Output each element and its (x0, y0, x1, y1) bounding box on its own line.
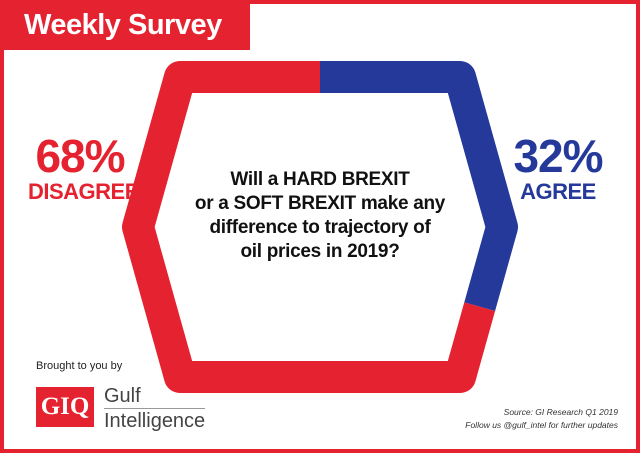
gulf-intelligence-wordmark: Gulf Intelligence (104, 384, 206, 433)
ring-segment-agree (122, 61, 518, 393)
source-text: Source: GI Research Q1 2019 (503, 407, 618, 417)
giq-logo: GIQ (36, 387, 94, 427)
question-line: oil prices in 2019? (240, 241, 400, 262)
survey-question: Will a HARD BREXIT or a SOFT BREXIT make… (188, 168, 452, 264)
disagree-percent: 68% (35, 130, 125, 182)
logo-line-gulf: Gulf (104, 385, 141, 407)
agree-label: AGREE (520, 179, 596, 204)
ring-segment-disagree (122, 61, 518, 393)
source-note: Source: GI Research Q1 2019 Follow us @g… (465, 406, 618, 432)
disagree-stat: 68% DISAGREE (28, 130, 139, 204)
brought-to-you-text: Brought to you by (36, 360, 123, 372)
question-line: difference to trajectory of (209, 217, 431, 238)
question-line: or a SOFT BREXIT make any (194, 193, 446, 214)
logo-line-intelligence: Intelligence (104, 408, 206, 432)
disagree-label: DISAGREE (28, 179, 139, 204)
page-title: Weekly Survey (0, 0, 250, 50)
agree-percent: 32% (513, 130, 603, 182)
agree-stat: 32% AGREE (506, 132, 610, 204)
question-line: Will a HARD BREXIT (230, 169, 410, 190)
follow-text: Follow us @gulf_intel for further update… (465, 420, 618, 430)
